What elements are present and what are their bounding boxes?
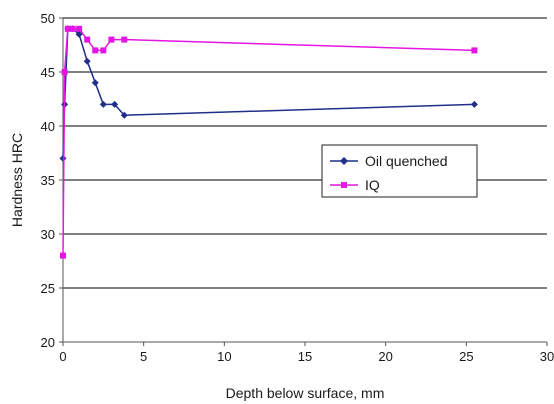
data-point-iq (471, 47, 478, 54)
data-point-oil-quenched (111, 100, 119, 108)
x-tick-label: 5 (140, 349, 147, 364)
x-tick-label: 20 (378, 349, 392, 364)
data-point-iq (100, 47, 107, 54)
x-tick-label: 25 (459, 349, 473, 364)
data-point-iq (121, 36, 128, 43)
data-point-oil-quenched (59, 154, 67, 162)
y-tick-labels: 20 25 30 35 40 45 50 (41, 11, 63, 350)
legend-box (321, 144, 478, 198)
y-tick-label: 40 (41, 119, 55, 134)
data-point-oil-quenched (83, 57, 91, 65)
data-point-iq (64, 25, 71, 32)
x-axis-title: Depth below surface, mm (226, 385, 385, 401)
y-tick-label: 35 (41, 173, 55, 188)
y-tick-label: 50 (41, 11, 55, 26)
y-tick-label: 25 (41, 281, 55, 296)
data-point-iq (76, 25, 83, 32)
grid-lines (63, 17, 547, 289)
legend: Oil quenched IQ (321, 144, 478, 198)
data-point-oil-quenched (99, 100, 107, 108)
data-point-iq (92, 47, 99, 54)
legend-marker-iq (341, 182, 347, 188)
data-point-iq (69, 25, 76, 32)
data-point-oil-quenched (91, 79, 99, 87)
legend-label-iq: IQ (365, 177, 380, 193)
x-tick-labels: 0 5 10 15 20 25 30 (59, 342, 554, 364)
series-group (59, 25, 478, 259)
data-point-iq (84, 36, 91, 43)
y-tick-label: 30 (41, 227, 55, 242)
y-axis-title: Hardness HRC (9, 133, 25, 227)
data-point-iq (61, 69, 68, 75)
data-point-iq (108, 36, 115, 43)
y-tick-label: 20 (41, 335, 55, 350)
x-tick-label: 10 (217, 349, 231, 364)
data-point-oil-quenched (470, 100, 478, 108)
legend-marker-oil (340, 157, 348, 165)
x-tick-label: 0 (59, 349, 66, 364)
data-point-iq (60, 252, 66, 259)
x-tick-label: 15 (298, 349, 312, 364)
data-point-oil-quenched (120, 111, 128, 119)
y-tick-label: 45 (41, 65, 55, 80)
x-tick-label: 30 (540, 349, 554, 364)
legend-label-oil: Oil quenched (365, 153, 448, 169)
data-point-oil-quenched (75, 30, 83, 38)
